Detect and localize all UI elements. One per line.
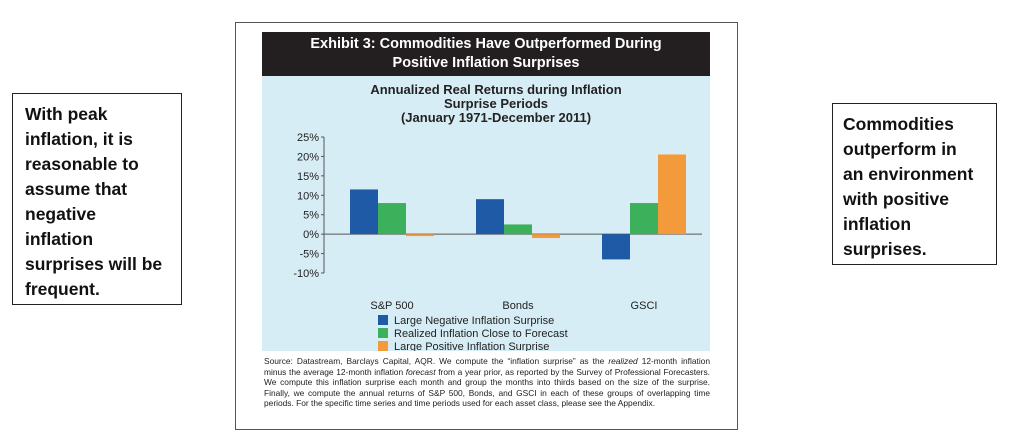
x-tick-label: Bonds <box>502 300 534 312</box>
y-tick-label: 20% <box>297 151 319 163</box>
exhibit-header: Exhibit 3: Commodities Have Outperformed… <box>262 32 710 76</box>
y-tick-label: -5% <box>299 249 319 261</box>
exhibit-title-line-2: Positive Inflation Surprises <box>392 55 580 71</box>
note-right-line-6: surprises. <box>843 239 927 259</box>
note-right-line-5: inflation <box>843 214 912 234</box>
x-tick-label: S&P 500 <box>370 300 413 312</box>
note-left-line-2: inflation, it is <box>25 129 133 149</box>
note-left-line-7: surprises will be <box>25 254 163 274</box>
legend-swatch-1 <box>378 315 388 325</box>
bar-3-3 <box>658 154 686 235</box>
bar-3-2 <box>532 234 560 239</box>
note-left-line-6: inflation <box>25 229 94 249</box>
bar-2-2 <box>504 224 532 235</box>
bar-1-3 <box>602 234 630 260</box>
source-note: Source: Datastream, Barclays Capital, AQ… <box>264 356 710 409</box>
note-right-line-4: with positive <box>843 189 949 209</box>
x-tick-label: GSCI <box>631 300 658 312</box>
bar-2-1 <box>378 203 406 235</box>
y-tick-label: 15% <box>297 171 319 183</box>
bar-1-2 <box>476 199 504 235</box>
legend-swatch-2 <box>378 328 388 338</box>
legend-label-3: Large Positive Inflation Surprise <box>394 341 549 351</box>
note-right-line-3: an environment <box>843 164 974 184</box>
note-left-line-1: With peak <box>25 104 108 124</box>
note-left-line-8: frequent. <box>25 279 100 299</box>
chart-title-line-1: Annualized Real Returns during Inflation <box>370 82 621 97</box>
legend-label-1: Large Negative Inflation Surprise <box>394 315 554 327</box>
note-right-line-2: outperform in <box>843 139 957 159</box>
bar-chart: Annualized Real Returns during Inflation… <box>293 82 702 351</box>
legend-label-2: Realized Inflation Close to Forecast <box>394 328 568 340</box>
legend-swatch-3 <box>378 341 388 351</box>
bar-2-3 <box>630 203 658 235</box>
bar-1-1 <box>350 189 378 235</box>
chart-area: Annualized Real Returns during Inflation… <box>262 76 710 351</box>
note-right-line-1: Commodities <box>843 114 954 134</box>
bar-3-1 <box>406 234 434 237</box>
y-tick-label: 25% <box>297 132 319 144</box>
chart-title-line-2: Surprise Periods <box>444 96 548 111</box>
note-left: With peak inflation, it is reasonable to as… <box>12 93 182 305</box>
y-tick-label: 0% <box>303 229 319 241</box>
exhibit-title-line-1: Exhibit 3: Commodities Have Outperformed… <box>310 36 662 52</box>
chart-title-line-3: (January 1971-December 2011) <box>401 110 591 125</box>
note-left-line-4: assume that <box>25 179 128 199</box>
y-tick-label: -10% <box>293 268 319 280</box>
note-left-line-5: negative <box>25 204 96 224</box>
note-right: Commodities outperform in an environment wi… <box>832 103 997 265</box>
y-tick-label: 5% <box>303 210 319 222</box>
exhibit-figure: Exhibit 3: Commodities Have Outperformed… <box>235 22 738 430</box>
note-left-line-3: reasonable to <box>25 154 139 174</box>
y-tick-label: 10% <box>297 190 319 202</box>
